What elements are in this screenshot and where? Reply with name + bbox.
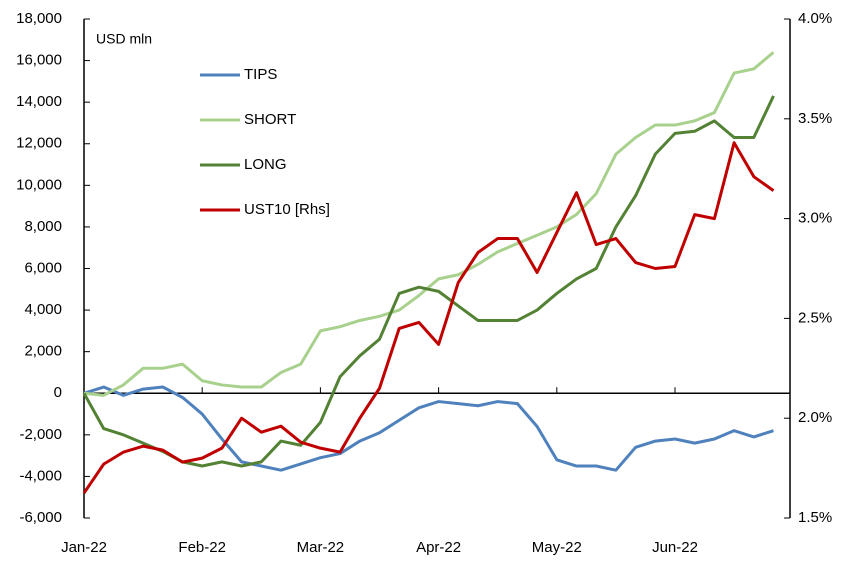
- x-tick-label: Jun-22: [652, 539, 698, 556]
- x-tick-label: May-22: [532, 539, 582, 556]
- legend-label: TIPS: [244, 66, 277, 83]
- y-tick-label: 6,000: [24, 259, 62, 276]
- legend-label: SHORT: [244, 111, 296, 128]
- y-tick-label: 10,000: [16, 176, 62, 193]
- y2-tick-label: 1.5%: [798, 509, 832, 526]
- y-tick-label: -4,000: [19, 467, 62, 484]
- unit-annotation: USD mln: [96, 31, 152, 47]
- y-tick-label: 18,000: [16, 10, 62, 27]
- y2-tick-label: 4.0%: [798, 10, 832, 27]
- y2-tick-label: 3.0%: [798, 210, 832, 227]
- y-tick-label: -2,000: [19, 426, 62, 443]
- y2-tick-label: 2.0%: [798, 409, 832, 426]
- y-tick-label: 2,000: [24, 343, 62, 360]
- series-line: [83, 385, 774, 472]
- x-tick-label: Feb-22: [178, 539, 226, 556]
- y-tick-label: 16,000: [16, 52, 62, 69]
- y-tick-label: 12,000: [16, 135, 62, 152]
- series-line: [82, 95, 775, 468]
- x-tick-label: Mar-22: [297, 539, 345, 556]
- series-line: [82, 141, 775, 494]
- y-tick-label: 4,000: [24, 301, 62, 318]
- y-tick-label: 14,000: [16, 93, 62, 110]
- legend-label: LONG: [244, 156, 287, 173]
- y-tick-label: 0: [54, 384, 62, 401]
- y-tick-label: 8,000: [24, 218, 62, 235]
- y-tick-label: -6,000: [19, 509, 62, 526]
- y2-tick-label: 2.5%: [798, 309, 832, 326]
- x-tick-label: Apr-22: [416, 539, 461, 556]
- y2-tick-label: 3.5%: [798, 110, 832, 127]
- series-line: [83, 51, 775, 397]
- legend-label: UST10 [Rhs]: [244, 201, 330, 218]
- x-tick-label: Jan-22: [61, 539, 107, 556]
